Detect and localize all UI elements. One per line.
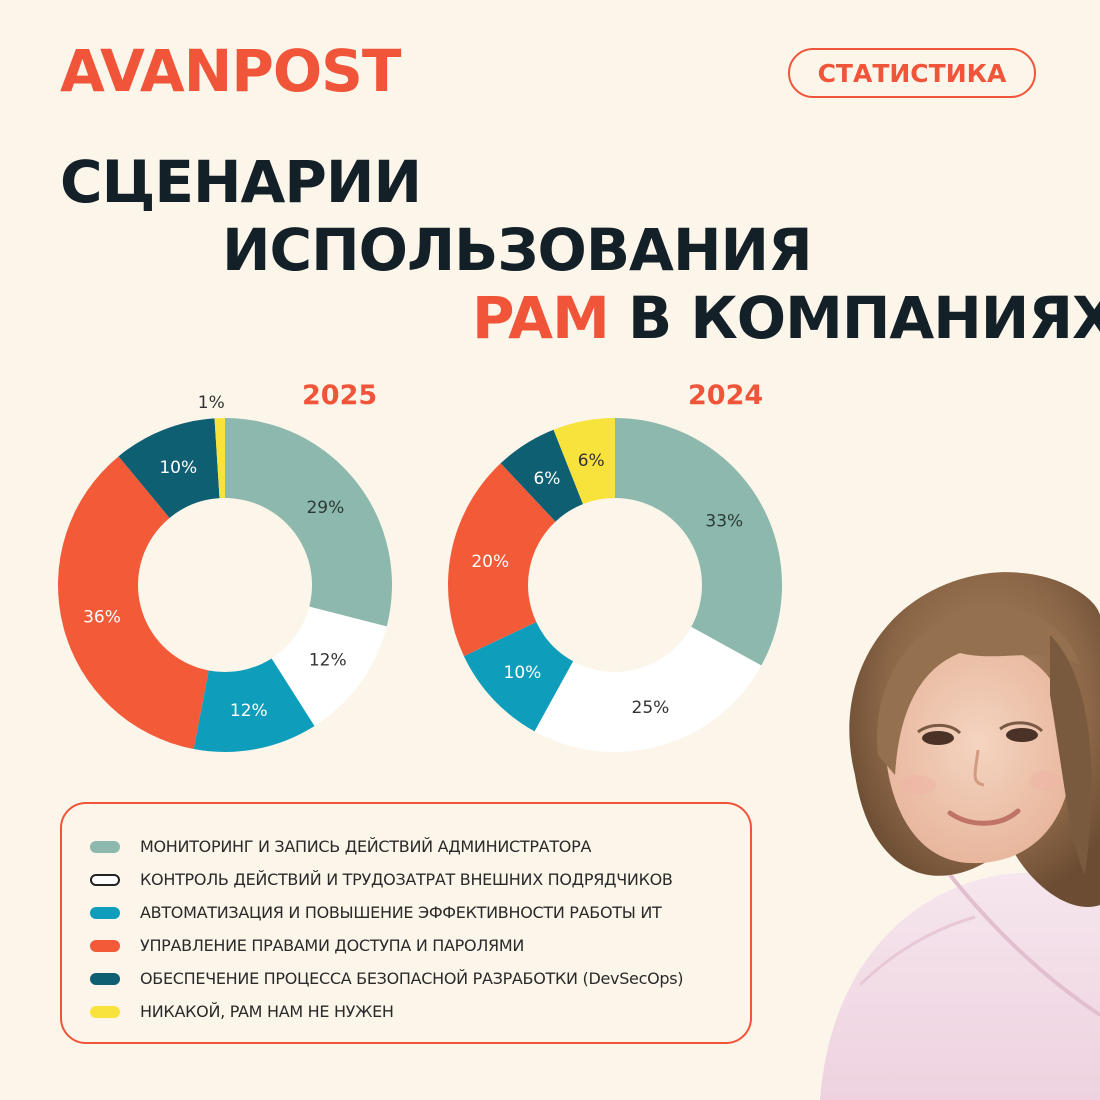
bangs-shape [876,606,1080,775]
legend-label: МОНИТОРИНГ И ЗАПИСЬ ДЕЙСТВИЙ АДМИНИСТРАТ… [140,837,592,856]
legend-item-automation: АВТОМАТИЗАЦИЯ И ПОВЫШЕНИЕ ЭФФЕКТИВНОСТИ … [62,896,750,929]
data-label-contractors: 12% [309,651,347,671]
data-label-devsecops: 10% [159,458,197,478]
data-label-none: 6% [578,451,605,471]
donut-slice-access [448,463,556,657]
legend-item-access-management: УПРАВЛЕНИЕ ПРАВАМИ ДОСТУПА И ПАРОЛЯМИ [62,929,750,962]
legend-item-contractors: КОНТРОЛЬ ДЕЙСТВИЙ И ТРУДОЗАТРАТ ВНЕШНИХ … [62,863,750,896]
data-label-access: 36% [83,608,121,628]
avanpost-logo: AVANPOST [60,37,401,105]
data-label-automation: 10% [504,663,542,683]
data-label-access: 20% [471,552,509,572]
page-title: СЦЕНАРИИ ИСПОЛЬЗОВАНИЯ PAM В КОМПАНИЯХ [0,0,1100,360]
legend-label: УПРАВЛЕНИЕ ПРАВАМИ ДОСТУПА И ПАРОЛЯМИ [140,936,525,955]
legend-swatch [90,1005,120,1018]
donut-slice-contractors [534,626,762,752]
statistics-badge: СТАТИСТИКА [788,48,1036,98]
chart-title-2024: 2024 [688,380,764,411]
chart-legend: МОНИТОРИНГ И ЗАПИСЬ ДЕЙСТВИЙ АДМИНИСТРАТ… [60,802,752,1044]
title-line-2: ИСПОЛЬЗОВАНИЯ [222,216,813,284]
donut-slice-devsecops [500,429,583,522]
donut-slice-monitoring [615,418,782,666]
jacket-shape [820,872,1100,1100]
legend-swatch [90,906,120,919]
donut-slice-none [214,418,225,499]
data-label-none: 1% [198,393,225,413]
data-label-contractors: 25% [632,698,670,718]
donut-slice-monitoring [225,418,393,627]
data-label-monitoring: 33% [705,511,743,531]
data-label-devsecops: 6% [533,469,560,489]
donut-slice-none [553,418,615,505]
legend-item-devsecops: ОБЕСПЕЧЕНИЕ ПРОЦЕССА БЕЗОПАСНОЙ РАЗРАБОТ… [62,962,750,995]
legend-item-monitoring: МОНИТОРИНГ И ЗАПИСЬ ДЕЙСТВИЙ АДМИНИСТРАТ… [62,830,750,863]
legend-label: АВТОМАТИЗАЦИЯ И ПОВЫШЕНИЕ ЭФФЕКТИВНОСТИ … [140,903,662,922]
child-photo [820,572,1100,1100]
donut-chart-2024: 2024 33% 25% 10% 20% 6% 6% [430,380,810,760]
title-line-3-rest: В КОМПАНИЯХ [608,284,1100,352]
legend-swatch [90,972,120,985]
title-accent-pam: PAM [472,284,610,352]
legend-swatch [90,873,120,886]
donut-slice-devsecops [118,418,220,518]
donut-slice-access [58,456,209,750]
donut-chart-2025: 2025 29% 12% 12% 36% 10% 1% [40,380,420,760]
donut-svg-2025: 29% 12% 12% 36% 10% 1% [58,393,393,752]
legend-item-none: НИКАКОЙ, PAM НАМ НЕ НУЖЕН [62,995,750,1028]
donut-svg-2024: 33% 25% 10% 20% 6% 6% [448,418,782,752]
chart-title-2025: 2025 [302,380,378,411]
title-line-1: СЦЕНАРИИ [60,148,422,216]
donut-slice-automation [193,658,315,752]
data-label-automation: 12% [230,701,268,721]
donut-slice-automation [463,622,574,732]
legend-label: НИКАКОЙ, PAM НАМ НЕ НУЖЕН [140,1002,394,1021]
legend-swatch [90,840,120,853]
title-line-3: PAM В КОМПАНИЯХ [472,289,1100,347]
legend-label: КОНТРОЛЬ ДЕЙСТВИЙ И ТРУДОЗАТРАТ ВНЕШНИХ … [140,870,673,889]
legend-swatch [90,939,120,952]
legend-label: ОБЕСПЕЧЕНИЕ ПРОЦЕССА БЕЗОПАСНОЙ РАЗРАБОТ… [140,969,684,988]
donut-slice-contractors [271,606,387,727]
data-label-monitoring: 29% [306,498,344,518]
